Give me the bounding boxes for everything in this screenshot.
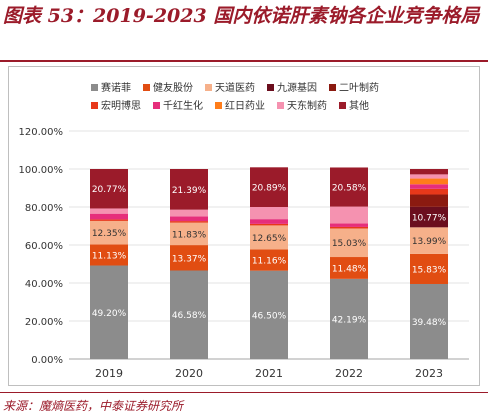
bar-2021-6 [250,219,288,224]
y-tick-label-1: 20.00% [25,317,63,328]
bar-2020-6 [170,216,208,222]
chart-title: 图表 53：2019-2023 国内依诺肝素钠各企业竞争格局 [3,5,480,27]
bar-2019-6 [90,213,128,220]
x-tick-label-2019: 2019 [95,367,123,380]
bar-2023-5 [410,188,448,195]
data-label-2019-2: 12.35% [92,229,127,239]
bar-2023-8 [410,174,448,179]
data-label-2019-9: 20.77% [92,185,127,195]
y-tick-label-0: 0.00% [31,355,63,366]
data-label-2020-1: 13.37% [172,254,207,264]
legend-label-1: 健友股份 [153,81,193,94]
legend-swatch-4 [329,84,336,91]
bar-2023-7 [410,178,448,185]
legend-swatch-0 [91,84,98,91]
bar-2022-2 [330,228,368,258]
data-label-2022-9: 20.58% [332,184,367,194]
bar-2019-1 [90,244,128,266]
y-tick-label-5: 100.00% [19,165,64,176]
bar-2020-1 [170,245,208,271]
bar-2022-1 [330,257,368,279]
footer-divider [0,392,488,393]
bar-2021-1 [250,249,288,271]
bar-2020-2 [170,222,208,246]
legend-label-7: 红日药业 [225,99,265,112]
bar-2019-5 [90,219,128,221]
data-label-2023-0: 39.48% [412,318,447,328]
y-tick-label-4: 80.00% [25,203,63,214]
data-label-2020-2: 11.83% [172,230,207,240]
legend-label-2: 天道医药 [215,81,255,94]
title-divider [0,60,488,62]
data-label-2020-0: 46.58% [172,311,207,321]
bar-2019-2 [90,220,128,245]
bar-2019-9 [90,169,128,209]
bar-2023-9 [410,169,448,175]
data-label-2021-9: 20.89% [252,184,287,194]
bar-2022-0 [330,278,368,359]
y-tick-label-3: 60.00% [25,241,63,252]
data-label-2022-2: 15.03% [332,239,367,249]
x-tick-label-2020: 2020 [175,367,203,380]
bar-2019-0 [90,265,128,359]
legend-swatch-2 [205,84,212,91]
legend-swatch-7 [215,102,222,109]
data-label-2021-1: 11.16% [252,257,287,267]
bar-2022-6 [330,223,368,227]
bar-2021-9 [250,167,288,207]
source-note: 来源：魔熵医药，中泰证券研究所 [3,399,184,413]
legend-swatch-1 [143,84,150,91]
legend-swatch-5 [91,102,98,109]
x-tick-label-2023: 2023 [415,367,443,380]
bar-2022-8 [330,206,368,224]
bar-2021-8 [250,207,288,220]
bar-2021-2 [250,225,288,250]
bar-2019-8 [90,208,128,214]
bar-2023-4 [410,194,448,207]
bar-2021-0 [250,270,288,359]
bar-2021-5 [250,223,288,226]
legend-label-4: 二叶制药 [339,81,379,94]
bar-2023-0 [410,283,448,359]
legend-swatch-6 [153,102,160,109]
bar-2020-9 [170,169,208,210]
x-tick-label-2022: 2022 [335,367,363,380]
legend-swatch-3 [267,84,274,91]
bar-2022-9 [330,167,368,207]
legend-label-9: 其他 [349,99,369,112]
legend-label-8: 天东制药 [287,99,327,112]
legend-label-3: 九源基因 [277,81,317,94]
data-label-2023-3: 10.77% [412,214,447,224]
bar-2023-2 [410,227,448,254]
legend-swatch-9 [339,102,346,109]
data-label-2022-1: 11.48% [332,264,367,274]
x-tick-label-2021: 2021 [255,367,283,380]
legend-label-5: 宏明博思 [101,99,141,112]
data-label-2021-0: 46.50% [252,311,287,321]
bar-2022-5 [330,226,368,229]
legend-label-0: 赛诺菲 [101,81,131,94]
bar-2020-8 [170,209,208,217]
y-tick-label-2: 40.00% [25,279,63,290]
data-label-2023-1: 15.83% [412,265,447,275]
legend-swatch-8 [277,102,284,109]
data-label-2022-0: 42.19% [332,315,367,325]
data-label-2020-9: 21.39% [172,186,207,196]
data-label-2019-1: 11.13% [92,251,127,261]
bar-2023-1 [410,253,448,284]
legend-label-6: 千红生化 [163,99,203,112]
data-label-2021-2: 12.65% [252,234,287,244]
data-label-2023-2: 13.99% [412,237,447,247]
bar-2020-0 [170,270,208,359]
y-tick-label-6: 120.00% [19,127,64,138]
chart-frame: 赛诺菲 健友股份 天道医药 九源基因 二叶制药宏明博思 千红生化 红日药业 天东制药 其他 0.0… [8,66,480,386]
bar-2023-6 [410,184,448,189]
bar-2023-3 [410,206,448,228]
data-label-2019-0: 49.20% [92,309,127,319]
bar-2020-5 [170,221,208,223]
